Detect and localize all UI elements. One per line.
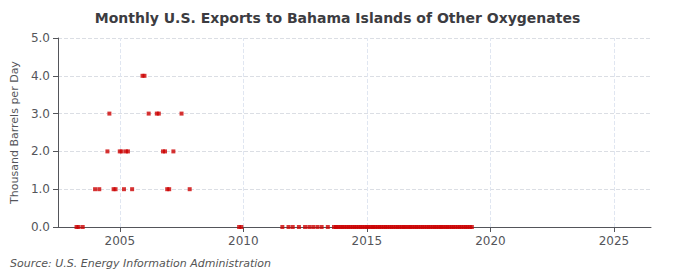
svg-text:2025: 2025 [599, 234, 630, 248]
svg-text:2015: 2015 [352, 234, 383, 248]
svg-text:2.0: 2.0 [31, 144, 50, 158]
svg-text:2020: 2020 [475, 234, 506, 248]
svg-text:Source: U.S. Energy Informatio: Source: U.S. Energy Information Administ… [10, 257, 271, 270]
svg-text:4.0: 4.0 [31, 69, 50, 83]
svg-text:1.0: 1.0 [31, 182, 50, 196]
svg-text:2005: 2005 [104, 234, 135, 248]
svg-text:5.0: 5.0 [31, 31, 50, 45]
svg-text:Monthly U.S. Exports to Bahama: Monthly U.S. Exports to Bahama Islands o… [95, 10, 581, 26]
svg-text:3.0: 3.0 [31, 107, 50, 121]
svg-text:2010: 2010 [228, 234, 259, 248]
svg-text:Thousand Barrels per Day: Thousand Barrels per Day [8, 61, 21, 205]
svg-text:0.0: 0.0 [31, 220, 50, 234]
